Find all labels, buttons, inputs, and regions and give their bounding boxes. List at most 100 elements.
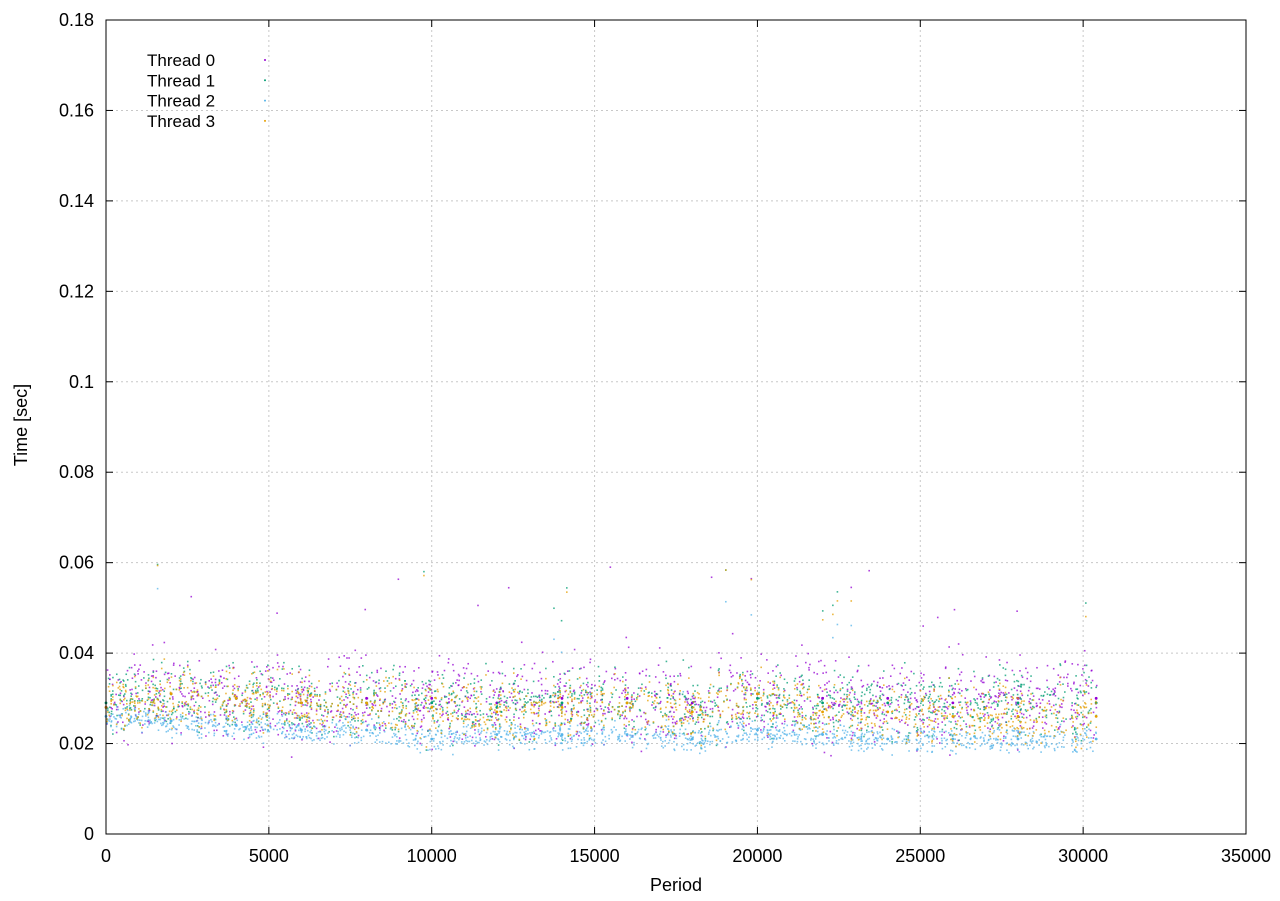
data-point [742,672,744,674]
data-point [880,690,882,692]
data-point [587,726,589,728]
data-point [400,701,402,703]
data-point [1044,734,1046,736]
data-point [683,749,685,751]
data-point [416,709,418,711]
data-point [939,742,941,744]
data-point [1059,681,1061,683]
data-point [134,673,136,675]
data-point [628,724,630,726]
data-point [645,739,647,741]
data-point [1073,682,1075,684]
data-point [108,720,110,722]
data-point [1062,683,1064,685]
data-point [495,714,497,716]
data-point [586,733,588,735]
data-point [529,738,531,740]
data-point [347,690,349,692]
data-point [165,711,167,713]
data-point [263,711,265,713]
data-point [519,728,521,730]
data-point [602,728,604,730]
data-point [611,717,613,719]
data-point [934,686,936,688]
data-point [393,718,395,720]
data-point [586,684,588,686]
data-point [402,702,404,704]
data-point [1082,717,1084,719]
data-point [135,714,137,716]
data-point [658,726,660,728]
data-point [145,682,147,684]
data-point [707,725,709,727]
data-point [416,698,418,700]
data-point [867,684,869,686]
data-point [1083,723,1085,725]
data-point [889,740,891,742]
data-point [513,716,515,718]
data-point [970,680,972,682]
data-point [611,678,613,680]
data-point [392,729,394,731]
data-point [139,719,141,721]
data-point [341,727,343,729]
data-point [110,701,112,703]
data-point [990,697,992,699]
data-point [913,709,915,711]
data-point [533,704,535,706]
data-point [429,681,431,683]
data-point [524,701,526,703]
data-point [539,705,541,707]
data-point [475,737,477,739]
data-point [797,694,799,696]
data-point [567,670,569,672]
data-point [232,668,234,670]
data-point [112,713,114,715]
data-point [343,734,345,736]
data-point [913,673,915,675]
data-point [606,671,608,673]
data-point [920,728,922,730]
data-point [304,714,306,716]
data-point [190,699,192,701]
data-point [479,737,481,739]
data-point [343,715,345,717]
data-point [310,722,312,724]
data-point [892,664,894,666]
data-point [1083,690,1085,692]
data-point [343,730,345,732]
data-point [615,668,617,670]
data-point [422,687,424,689]
data-point [385,670,387,672]
data-point [470,683,472,685]
data-point [726,687,728,689]
data-point [849,692,851,694]
data-point [571,737,573,739]
data-point [1075,738,1077,740]
data-point [876,717,878,719]
data-point [498,744,500,746]
data-point [137,716,139,718]
data-point [807,653,809,655]
data-point [1075,712,1077,714]
data-point [270,681,272,683]
data-point [869,689,871,691]
data-point [423,707,425,709]
data-point [234,722,236,724]
data-point [523,738,525,740]
data-point [975,748,977,750]
data-point [435,708,437,710]
data-point [986,705,988,707]
data-point [624,731,626,733]
data-point [1049,703,1051,705]
data-point [596,733,598,735]
data-point [579,668,581,670]
data-point [333,731,335,733]
data-point [698,704,700,706]
data-point [830,731,832,733]
data-point [1051,706,1053,708]
data-point [497,707,499,709]
data-point [180,732,182,734]
data-point [1044,722,1046,724]
data-point [805,739,807,741]
